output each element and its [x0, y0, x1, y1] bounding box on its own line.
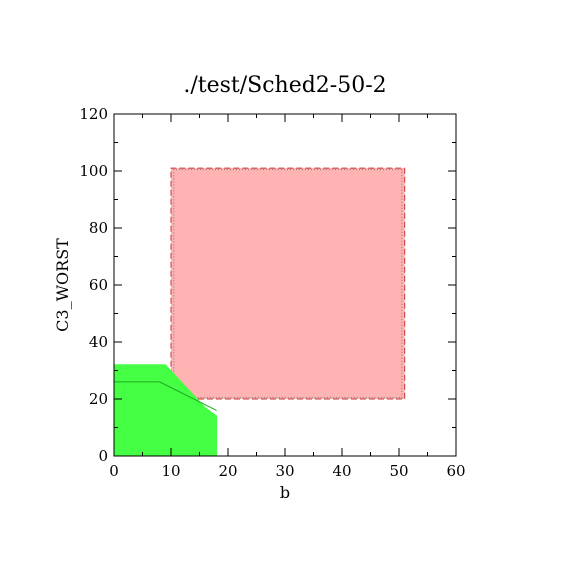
region-red — [170, 167, 406, 400]
x-axis-label: b — [280, 483, 290, 502]
y-tick-label: 20 — [89, 390, 108, 408]
y-tick-label: 120 — [79, 105, 108, 123]
x-tick-label: 20 — [218, 462, 237, 480]
chart-title: ./test/Sched2-50-2 — [183, 73, 386, 98]
x-tick-label: 0 — [109, 462, 119, 480]
x-tick-label: 30 — [275, 462, 294, 480]
y-tick-label: 100 — [79, 162, 108, 180]
y-tick-label: 60 — [89, 276, 108, 294]
plot-regions — [113, 167, 406, 457]
y-tick-label: 40 — [89, 333, 108, 351]
y-tick-label: 0 — [98, 447, 108, 465]
y-axis-label: C3_WORST — [53, 238, 72, 332]
x-tick-label: 10 — [161, 462, 180, 480]
x-tick-label: 40 — [332, 462, 351, 480]
x-tick-label: 60 — [446, 462, 465, 480]
x-tick-label: 50 — [389, 462, 408, 480]
y-tick-label: 80 — [89, 219, 108, 237]
axis-ticks — [113, 113, 457, 457]
region-red-inner-outline — [173, 169, 403, 399]
y-tick-labels: 0 20 40 60 80 100 120 — [79, 105, 108, 465]
region-green-inner-line — [114, 381, 217, 411]
x-tick-labels: 0 10 20 30 40 50 60 — [109, 462, 465, 480]
